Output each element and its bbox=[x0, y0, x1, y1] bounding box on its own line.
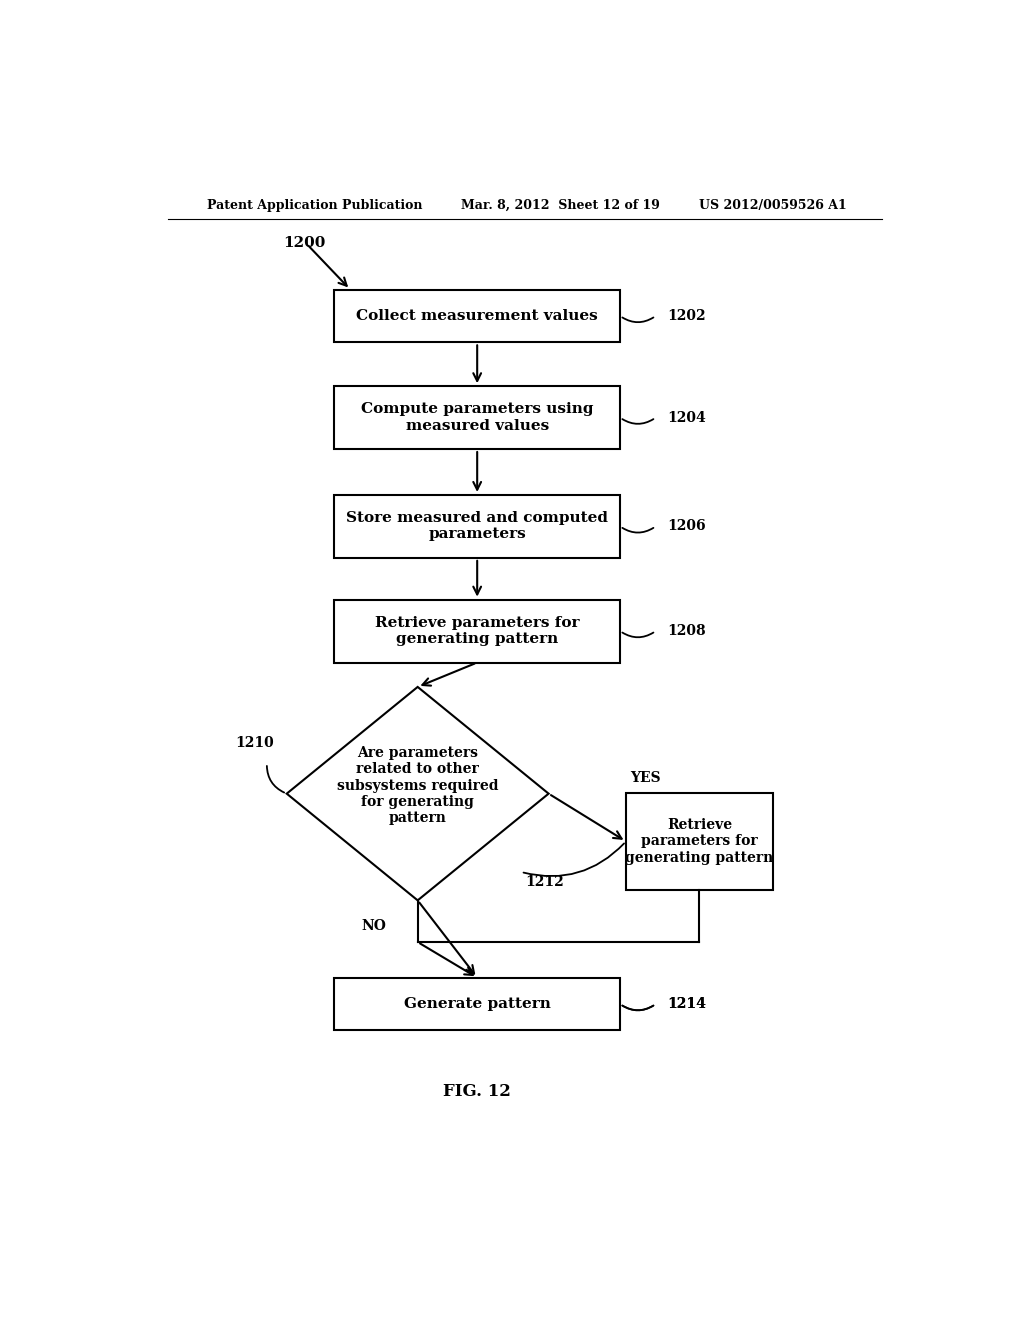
Polygon shape bbox=[287, 686, 549, 900]
Text: Store measured and computed
parameters: Store measured and computed parameters bbox=[346, 511, 608, 541]
Text: 1206: 1206 bbox=[668, 519, 707, 533]
Text: Mar. 8, 2012  Sheet 12 of 19: Mar. 8, 2012 Sheet 12 of 19 bbox=[461, 198, 660, 211]
Text: Are parameters
related to other
subsystems required
for generating
pattern: Are parameters related to other subsyste… bbox=[337, 746, 499, 825]
Text: 1208: 1208 bbox=[668, 624, 707, 638]
Text: Patent Application Publication: Patent Application Publication bbox=[207, 198, 423, 211]
Text: NO: NO bbox=[361, 919, 386, 933]
Text: 1200: 1200 bbox=[283, 236, 326, 249]
Text: 1210: 1210 bbox=[236, 735, 273, 750]
Text: 1212: 1212 bbox=[524, 875, 563, 890]
Text: Retrieve parameters for
generating pattern: Retrieve parameters for generating patte… bbox=[375, 616, 580, 645]
FancyBboxPatch shape bbox=[334, 495, 620, 558]
Text: YES: YES bbox=[630, 771, 660, 785]
Text: 1202: 1202 bbox=[668, 309, 707, 323]
Text: FIG. 12: FIG. 12 bbox=[443, 1082, 511, 1100]
Text: Compute parameters using
measured values: Compute parameters using measured values bbox=[360, 403, 594, 433]
FancyBboxPatch shape bbox=[334, 385, 620, 449]
Text: Collect measurement values: Collect measurement values bbox=[356, 309, 598, 323]
FancyBboxPatch shape bbox=[334, 978, 620, 1031]
Text: Generate pattern: Generate pattern bbox=[403, 997, 551, 1011]
Text: Retrieve
parameters for
generating pattern: Retrieve parameters for generating patte… bbox=[626, 818, 773, 865]
FancyBboxPatch shape bbox=[334, 289, 620, 342]
Text: 1214: 1214 bbox=[668, 997, 707, 1011]
Text: US 2012/0059526 A1: US 2012/0059526 A1 bbox=[699, 198, 847, 211]
Text: 1214: 1214 bbox=[668, 997, 707, 1011]
FancyBboxPatch shape bbox=[626, 793, 773, 890]
FancyBboxPatch shape bbox=[334, 599, 620, 663]
Text: 1204: 1204 bbox=[668, 411, 707, 425]
